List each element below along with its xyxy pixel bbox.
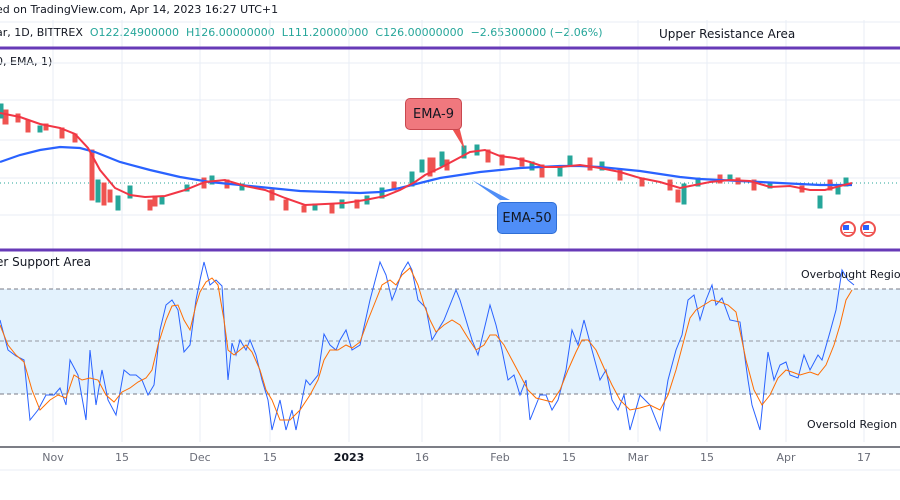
x-tick-nov: Nov: [42, 451, 64, 464]
us-flag-event-icon[interactable]: [860, 221, 876, 237]
grid: [0, 20, 900, 442]
x-tick-mar-15: 15: [700, 451, 714, 464]
x-tick-apr: Apr: [776, 451, 796, 464]
symbol-info: ar, 1D, BITTREX: [0, 26, 83, 39]
x-tick-apr-17: 17: [857, 451, 871, 464]
x-tick-mar: Mar: [627, 451, 649, 464]
x-tick-feb-15: 15: [562, 451, 576, 464]
stoch-k-line: [0, 260, 855, 432]
x-tick-jan-16: 16: [415, 451, 429, 464]
lower-support-label: er Support Area: [0, 255, 91, 269]
upper-resistance-label: Upper Resistance Area: [659, 27, 796, 41]
ohlc-legend: ar, 1D, BITTREX O122.24900000 H126.00000…: [0, 26, 603, 39]
ema50-callout[interactable]: EMA-50: [497, 202, 557, 234]
x-tick-feb: Feb: [490, 451, 510, 464]
x-tick-dec: Dec: [189, 451, 211, 464]
oversold-label: Oversold Region: [807, 418, 898, 431]
change-value: −2.65300000 (−2.06%): [470, 26, 603, 39]
published-caption: ed on TradingView.com, Apr 14, 2023 16:2…: [0, 3, 279, 16]
ema9-line: [0, 112, 853, 207]
x-tick-2023: 2023: [333, 451, 365, 464]
candlesticks: [0, 103, 849, 214]
x-tick-dec-15: 15: [263, 451, 277, 464]
high-value: H126.00000000: [186, 26, 275, 39]
open-value: O122.24900000: [89, 26, 180, 39]
ema50-callout-pointer: [472, 180, 510, 200]
us-flag-event-icon[interactable]: [840, 221, 856, 237]
ema9-callout[interactable]: EMA-9: [405, 98, 462, 130]
indicator-params: 0, EMA, 1): [0, 55, 53, 68]
low-value: L111.20000000: [281, 26, 369, 39]
stoch-d-line: [0, 267, 853, 421]
overbought-label: Overbought Region: [801, 268, 900, 281]
close-value: C126.00000000: [375, 26, 464, 39]
x-tick-nov-15: 15: [115, 451, 129, 464]
